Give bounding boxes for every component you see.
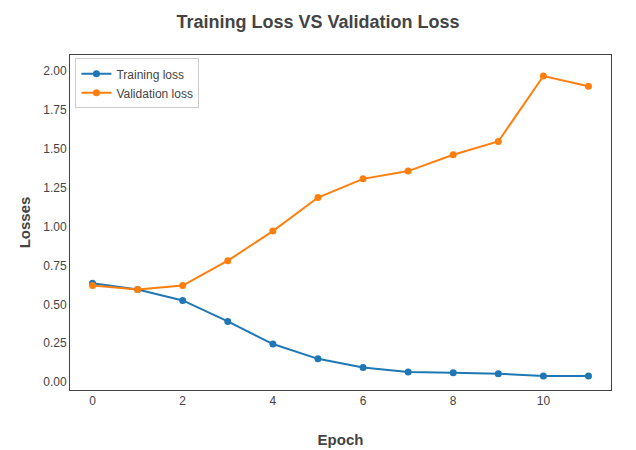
svg-text:2.00: 2.00 [43, 64, 67, 78]
svg-text:6: 6 [360, 394, 367, 408]
svg-text:Losses: Losses [16, 197, 33, 249]
svg-text:1.50: 1.50 [43, 142, 67, 156]
svg-text:1.75: 1.75 [43, 103, 67, 117]
svg-text:Training loss: Training loss [116, 68, 184, 82]
svg-text:Epoch: Epoch [318, 431, 364, 448]
svg-text:0.25: 0.25 [43, 336, 67, 350]
svg-text:Training Loss VS Validation Lo: Training Loss VS Validation Loss [176, 12, 459, 32]
svg-text:8: 8 [450, 394, 457, 408]
svg-text:0.75: 0.75 [43, 259, 67, 273]
svg-text:10: 10 [537, 394, 551, 408]
svg-text:2: 2 [179, 394, 186, 408]
svg-text:0.50: 0.50 [43, 298, 67, 312]
svg-text:Validation loss: Validation loss [116, 87, 193, 101]
svg-text:0: 0 [89, 394, 96, 408]
svg-text:0.00: 0.00 [43, 375, 67, 389]
svg-text:4: 4 [270, 394, 277, 408]
svg-text:1.25: 1.25 [43, 181, 67, 195]
svg-text:1.00: 1.00 [43, 220, 67, 234]
